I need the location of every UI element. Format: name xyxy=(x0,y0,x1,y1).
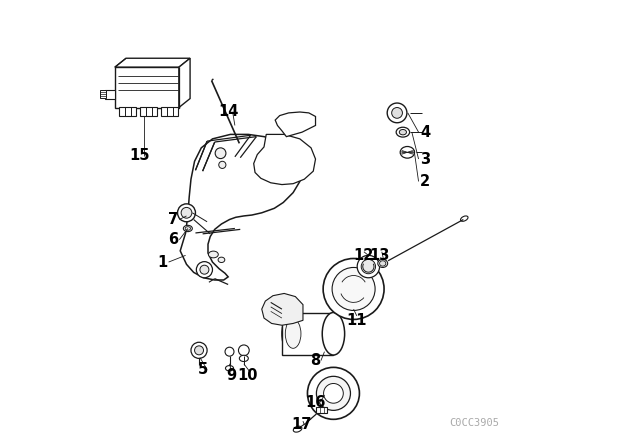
Circle shape xyxy=(357,255,380,278)
Text: 10: 10 xyxy=(237,368,258,383)
Text: 4: 4 xyxy=(420,125,430,140)
Text: 5: 5 xyxy=(198,362,208,377)
Circle shape xyxy=(316,376,351,410)
Text: 11: 11 xyxy=(346,313,367,328)
Circle shape xyxy=(225,347,234,356)
Circle shape xyxy=(181,207,192,218)
Circle shape xyxy=(332,267,375,310)
Text: 12: 12 xyxy=(354,248,374,263)
Circle shape xyxy=(239,345,249,356)
Polygon shape xyxy=(115,67,179,108)
Ellipse shape xyxy=(400,146,415,158)
Polygon shape xyxy=(179,58,190,108)
Text: 3: 3 xyxy=(420,151,430,167)
Ellipse shape xyxy=(185,227,191,230)
Polygon shape xyxy=(100,90,106,98)
Circle shape xyxy=(177,204,195,222)
Circle shape xyxy=(392,108,403,118)
Text: 13: 13 xyxy=(369,248,389,263)
Circle shape xyxy=(307,367,360,419)
Polygon shape xyxy=(161,107,179,116)
Circle shape xyxy=(200,265,209,274)
Polygon shape xyxy=(119,107,136,116)
Circle shape xyxy=(387,103,407,123)
Circle shape xyxy=(323,258,384,319)
Ellipse shape xyxy=(396,127,410,137)
Ellipse shape xyxy=(399,129,406,135)
Text: 9: 9 xyxy=(226,368,236,383)
Ellipse shape xyxy=(285,319,301,349)
Circle shape xyxy=(191,342,207,358)
Polygon shape xyxy=(275,112,316,137)
Ellipse shape xyxy=(183,225,192,232)
Text: 2: 2 xyxy=(420,174,430,189)
Polygon shape xyxy=(316,407,326,413)
Ellipse shape xyxy=(234,140,241,146)
Ellipse shape xyxy=(322,313,344,355)
Ellipse shape xyxy=(461,216,468,221)
Text: 7: 7 xyxy=(168,212,178,227)
Circle shape xyxy=(361,259,376,274)
Text: 14: 14 xyxy=(218,104,238,120)
Polygon shape xyxy=(180,134,302,280)
Ellipse shape xyxy=(380,261,386,266)
Circle shape xyxy=(195,346,204,355)
Text: 17: 17 xyxy=(291,417,312,432)
Polygon shape xyxy=(105,90,115,99)
Polygon shape xyxy=(115,58,190,67)
Circle shape xyxy=(196,262,212,278)
Polygon shape xyxy=(262,293,303,325)
Text: C0CC3905: C0CC3905 xyxy=(449,418,500,428)
Ellipse shape xyxy=(209,251,218,258)
Ellipse shape xyxy=(225,366,234,371)
Circle shape xyxy=(215,148,226,159)
Ellipse shape xyxy=(378,259,388,267)
Ellipse shape xyxy=(236,142,245,149)
Ellipse shape xyxy=(239,355,248,362)
Text: 15: 15 xyxy=(130,148,150,164)
Polygon shape xyxy=(253,134,316,185)
Text: 6: 6 xyxy=(168,232,178,247)
Circle shape xyxy=(324,383,343,403)
Ellipse shape xyxy=(293,426,302,432)
Polygon shape xyxy=(140,107,157,116)
Text: 1: 1 xyxy=(157,254,168,270)
Ellipse shape xyxy=(218,257,225,263)
Polygon shape xyxy=(282,313,333,355)
Ellipse shape xyxy=(282,313,305,355)
Text: 16: 16 xyxy=(305,395,326,410)
Text: 8: 8 xyxy=(310,353,321,368)
Circle shape xyxy=(219,161,226,168)
